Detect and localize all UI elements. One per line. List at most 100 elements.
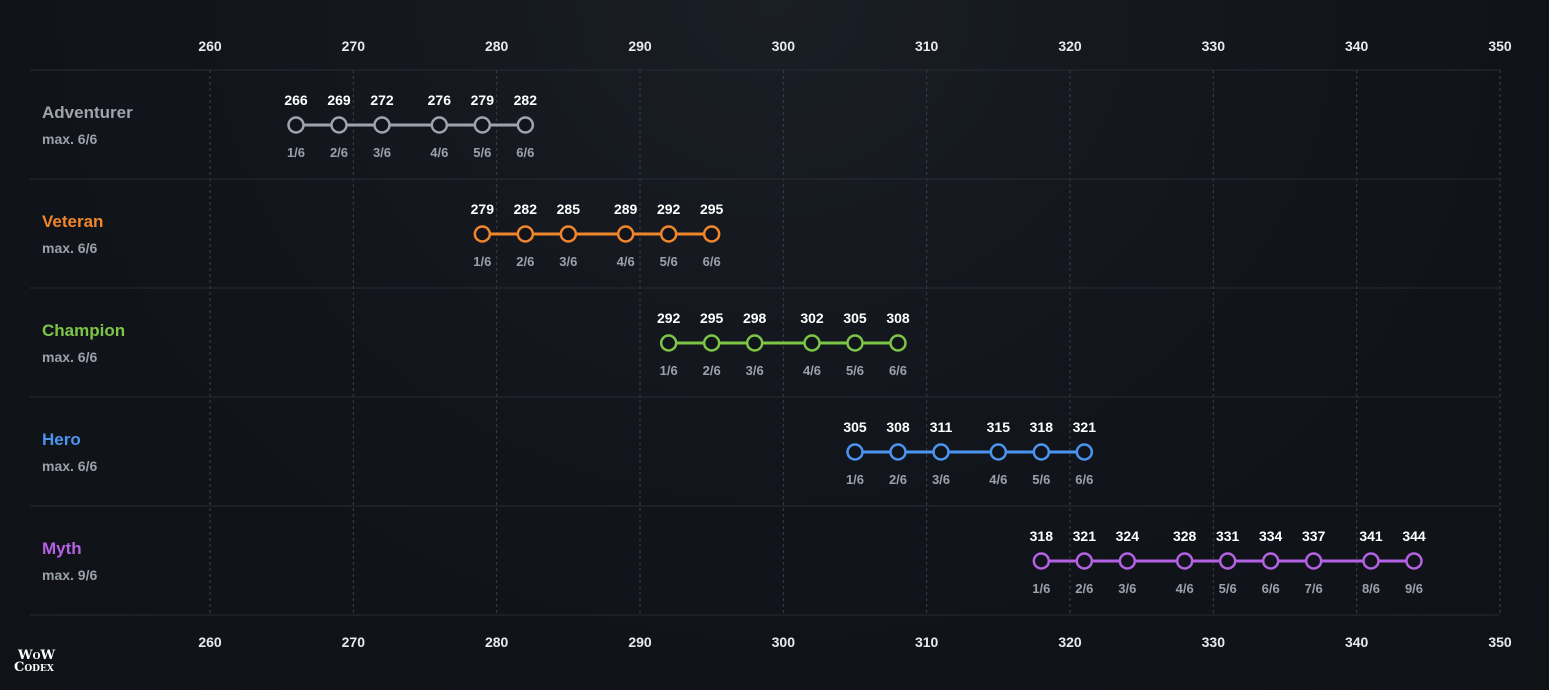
point-value-label: 266 — [284, 92, 308, 108]
track-point-myth — [1304, 552, 1323, 570]
point-value-label: 279 — [471, 92, 495, 108]
x-tick-label-top: 280 — [485, 38, 509, 54]
track-point-myth — [1032, 552, 1051, 570]
point-value-label: 302 — [800, 310, 824, 326]
x-tick-label-top: 290 — [628, 38, 652, 54]
point-rank-label: 5/6 — [1032, 472, 1050, 487]
point-rank-label: 7/6 — [1305, 581, 1323, 596]
track-max-adventurer: max. 6/6 — [42, 131, 97, 147]
track-point-hero — [889, 443, 907, 461]
point-rank-label: 4/6 — [617, 254, 635, 269]
logo-line-1: WoW — [18, 648, 56, 663]
track-point-champion — [702, 334, 721, 352]
point-value-label: 308 — [886, 310, 910, 326]
track-point-myth — [1075, 552, 1094, 570]
point-rank-label: 2/6 — [1075, 581, 1093, 596]
point-rank-label: 1/6 — [1032, 581, 1050, 596]
point-rank-label: 9/6 — [1405, 581, 1423, 596]
track-point-adventurer — [330, 116, 348, 134]
point-rank-label: 2/6 — [516, 254, 534, 269]
track-name-champion: Champion — [42, 321, 125, 340]
x-tick-label-top: 330 — [1202, 38, 1226, 54]
point-value-label: 272 — [370, 92, 394, 108]
logo-line-2: Codex — [14, 660, 54, 675]
point-rank-label: 6/6 — [1075, 472, 1093, 487]
track-point-myth — [1261, 552, 1280, 570]
point-value-label: 337 — [1302, 528, 1326, 544]
track-point-veteran — [616, 225, 635, 243]
track-max-myth: max. 9/6 — [42, 567, 97, 583]
track-name-adventurer: Adventurer — [42, 103, 133, 122]
point-rank-label: 2/6 — [330, 145, 348, 160]
track-point-myth — [1218, 552, 1237, 570]
track-point-adventurer — [473, 116, 492, 134]
track-point-myth — [1362, 552, 1380, 570]
track-point-veteran — [659, 225, 678, 243]
point-rank-label: 5/6 — [473, 145, 491, 160]
point-value-label: 282 — [514, 201, 538, 217]
point-value-label: 321 — [1073, 528, 1097, 544]
track-point-veteran — [702, 225, 721, 243]
x-tick-label-bottom: 300 — [772, 634, 796, 650]
point-rank-label: 4/6 — [803, 363, 821, 378]
track-point-hero — [1032, 443, 1051, 461]
point-rank-label: 1/6 — [473, 254, 491, 269]
point-value-label: 341 — [1359, 528, 1383, 544]
point-value-label: 295 — [700, 201, 724, 217]
x-tick-label-bottom: 290 — [628, 634, 652, 650]
x-tick-label-bottom: 340 — [1345, 634, 1369, 650]
track-point-veteran — [473, 225, 492, 243]
track-point-adventurer — [516, 116, 535, 134]
point-rank-label: 6/6 — [889, 363, 907, 378]
point-value-label: 331 — [1216, 528, 1240, 544]
point-rank-label: 3/6 — [373, 145, 391, 160]
point-rank-label: 3/6 — [746, 363, 764, 378]
point-value-label: 315 — [987, 419, 1011, 435]
point-value-label: 318 — [1030, 419, 1054, 435]
x-tick-label-top: 260 — [198, 38, 222, 54]
point-value-label: 305 — [843, 310, 867, 326]
point-value-label: 321 — [1073, 419, 1097, 435]
x-tick-label-bottom: 260 — [198, 634, 222, 650]
track-max-veteran: max. 6/6 — [42, 240, 97, 256]
track-point-myth — [1118, 552, 1137, 570]
point-rank-label: 3/6 — [1118, 581, 1136, 596]
point-value-label: 279 — [471, 201, 495, 217]
x-tick-label-bottom: 350 — [1488, 634, 1512, 650]
point-rank-label: 3/6 — [559, 254, 577, 269]
point-value-label: 295 — [700, 310, 724, 326]
track-max-hero: max. 6/6 — [42, 458, 97, 474]
point-value-label: 292 — [657, 201, 681, 217]
track-name-hero: Hero — [42, 430, 81, 449]
point-value-label: 318 — [1030, 528, 1054, 544]
point-rank-label: 2/6 — [703, 363, 721, 378]
point-rank-label: 4/6 — [1176, 581, 1194, 596]
point-value-label: 328 — [1173, 528, 1197, 544]
x-tick-label-top: 340 — [1345, 38, 1369, 54]
track-point-myth — [1175, 552, 1194, 570]
point-rank-label: 6/6 — [703, 254, 721, 269]
x-tick-label-bottom: 270 — [342, 634, 366, 650]
point-rank-label: 1/6 — [846, 472, 864, 487]
point-rank-label: 8/6 — [1362, 581, 1380, 596]
track-point-champion — [745, 334, 764, 352]
track-point-adventurer — [287, 116, 305, 134]
point-value-label: 276 — [428, 92, 452, 108]
track-point-adventurer — [373, 116, 391, 134]
point-value-label: 285 — [557, 201, 581, 217]
track-point-myth — [1405, 552, 1423, 570]
point-rank-label: 6/6 — [516, 145, 534, 160]
track-point-hero — [989, 443, 1008, 461]
x-tick-label-top: 300 — [772, 38, 796, 54]
point-rank-label: 4/6 — [989, 472, 1007, 487]
track-point-hero — [932, 443, 950, 461]
point-rank-label: 3/6 — [932, 472, 950, 487]
point-value-label: 308 — [886, 419, 910, 435]
x-tick-label-bottom: 320 — [1058, 634, 1082, 650]
point-value-label: 324 — [1116, 528, 1140, 544]
point-value-label: 289 — [614, 201, 638, 217]
point-rank-label: 5/6 — [660, 254, 678, 269]
point-rank-label: 4/6 — [430, 145, 448, 160]
